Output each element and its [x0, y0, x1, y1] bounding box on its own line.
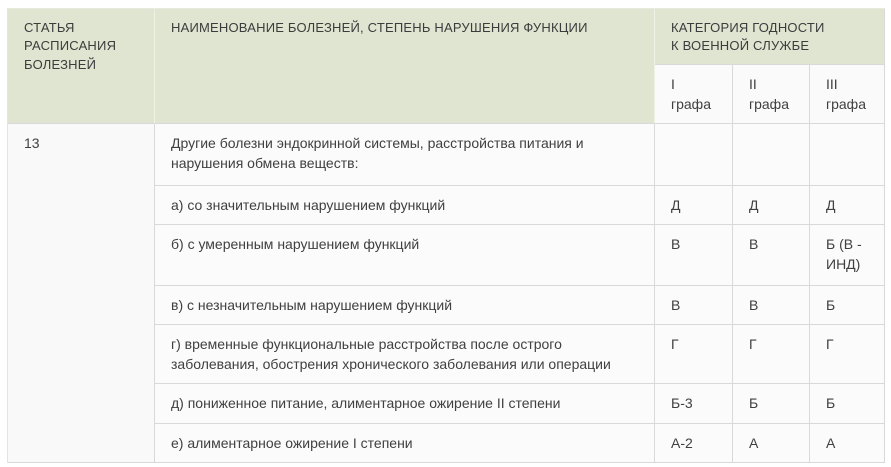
disease-name-cell: г) временные функциональные расстройства… [155, 324, 655, 384]
table-row: б) с умеренным нарушением функций В В Б … [8, 224, 886, 286]
category-grafa-3-cell: Г [810, 324, 886, 384]
table-row: а) со значительным нарушением функций Д … [8, 185, 886, 225]
subheader-grafa-3: III графа [810, 64, 886, 124]
category-grafa-2-cell: Б [733, 383, 810, 424]
table-row: г) временные функциональные расстройства… [8, 324, 886, 384]
disease-name-cell: Другие болезни эндокринной системы, расс… [155, 123, 655, 186]
header-row-main: СТАТЬЯ РАСПИСАНИЯ БОЛЕЗНЕЙ НАИМЕНОВАНИЕ … [8, 9, 886, 124]
category-grafa-1-cell: В [655, 285, 733, 325]
category-grafa-3-cell [810, 123, 886, 186]
category-grafa-2-cell: А [733, 423, 810, 463]
category-grafa-1-cell: А-2 [655, 423, 733, 463]
disease-name-cell: в) с незначительным нарушением функций [155, 285, 655, 325]
category-grafa-2-cell: В [733, 224, 810, 286]
category-grafa-1-cell: Б-3 [655, 383, 733, 424]
subheader-grafa-1: I графа [655, 64, 733, 124]
category-grafa-1-cell: Д [655, 185, 733, 225]
category-grafa-2-cell: Г [733, 324, 810, 384]
category-grafa-2-cell: В [733, 285, 810, 325]
table-row: в) с незначительным нарушением функций В… [8, 285, 886, 325]
category-grafa-3-cell: Д [810, 185, 886, 225]
category-grafa-3-cell: Б [810, 285, 886, 325]
category-grafa-1-cell [655, 123, 733, 186]
disease-fitness-category-table: СТАТЬЯ РАСПИСАНИЯ БОЛЕЗНЕЙ НАИМЕНОВАНИЕ … [7, 8, 886, 463]
header-category-column: КАТЕГОРИЯ ГОДНОСТИ К ВОЕННОЙ СЛУЖБЕ [655, 9, 886, 65]
header-row-sub: I графа II графа III графа [8, 64, 886, 124]
header-disease-column: НАИМЕНОВАНИЕ БОЛЕЗНЕЙ, СТЕПЕНЬ НАРУШЕНИЯ… [155, 9, 655, 124]
category-grafa-3-cell: Б (В - ИНД) [810, 224, 886, 286]
category-grafa-2-cell [733, 123, 810, 186]
disease-name-cell: д) пониженное питание, алиментарное ожир… [155, 383, 655, 424]
subheader-grafa-2: II графа [733, 64, 810, 124]
disease-name-cell: б) с умеренным нарушением функций [155, 224, 655, 286]
table-row: д) пониженное питание, алиментарное ожир… [8, 383, 886, 424]
table-row: 13 Другие болезни эндокринной системы, р… [8, 123, 886, 463]
article-number-cell: 13 [8, 123, 155, 463]
disease-name-cell: а) со значительным нарушением функций [155, 185, 655, 225]
disease-name-cell: е) алиментарное ожирение I степени [155, 423, 655, 463]
category-grafa-3-cell: А [810, 423, 886, 463]
category-grafa-1-cell: Г [655, 324, 733, 384]
header-article-column: СТАТЬЯ РАСПИСАНИЯ БОЛЕЗНЕЙ [8, 9, 155, 124]
category-grafa-3-cell: Б [810, 383, 886, 424]
category-grafa-1-cell: В [655, 224, 733, 286]
category-grafa-2-cell: Д [733, 185, 810, 225]
table-row: е) алиментарное ожирение I степени А-2 А… [8, 423, 886, 463]
